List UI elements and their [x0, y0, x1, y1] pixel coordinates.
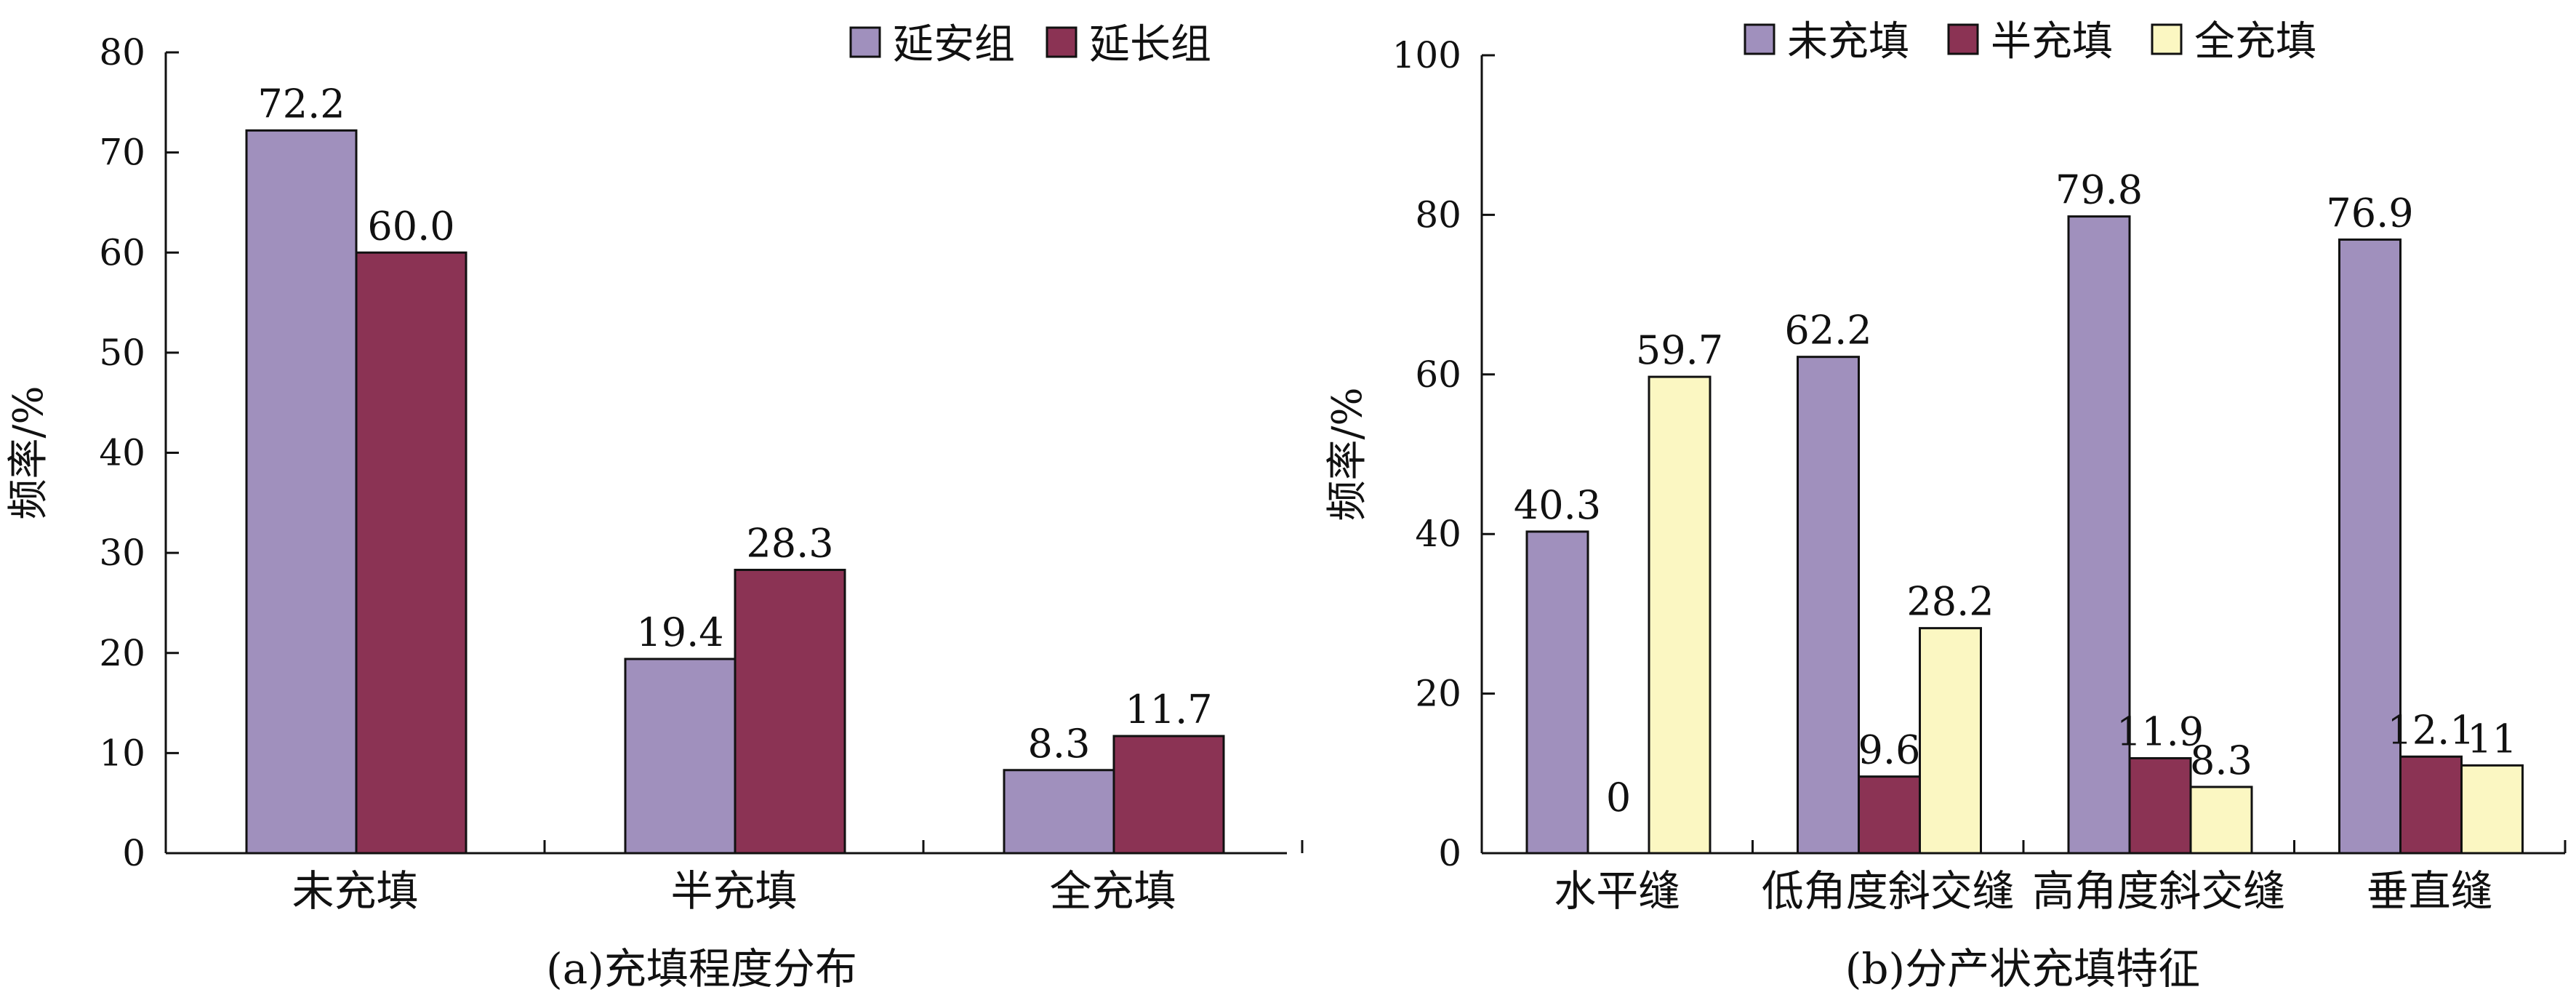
- bar: [1648, 375, 1712, 855]
- y-tick-label: 20: [1415, 673, 1461, 715]
- x-category-label: 低角度斜交缝: [1762, 866, 2015, 916]
- y-tick-label: 20: [99, 632, 145, 674]
- data-label: 28.3: [746, 521, 833, 567]
- y-axis-label: 频率/%: [1324, 387, 1371, 521]
- bar: [1858, 775, 1921, 855]
- data-label: 11: [2467, 716, 2517, 762]
- legend-swatch: [1947, 23, 1979, 55]
- figure-caption: (b)分产状充填特征: [1845, 944, 2200, 994]
- bar: [1112, 735, 1225, 855]
- bar: [1797, 356, 1860, 855]
- x-category-label: 高角度斜交缝: [2032, 866, 2285, 916]
- chart-panel-a: 0 10 20 30 40 50 60 70 80 频率/% 72.2 60.0 未充填 19.4 28.3…: [5, 21, 1304, 994]
- data-label: 76.9: [2326, 190, 2413, 236]
- data-label: 19.4: [636, 610, 723, 655]
- data-label: 8.3: [1028, 721, 1091, 767]
- data-label: 11.7: [1125, 687, 1212, 732]
- data-label: 8.3: [2190, 738, 2252, 783]
- bar: [624, 658, 737, 855]
- bar: [2399, 755, 2463, 855]
- data-label: 79.8: [2055, 167, 2143, 213]
- data-label: 59.7: [1636, 327, 1723, 373]
- legend-swatch: [1046, 26, 1078, 58]
- bar: [245, 129, 358, 855]
- y-axis-label: 频率/%: [5, 385, 52, 519]
- legend-label: 全充填: [2194, 18, 2316, 65]
- bar: [2338, 238, 2402, 855]
- bar: [2460, 764, 2524, 855]
- y-tick-label: 30: [99, 532, 145, 574]
- x-category-label: 未充填: [292, 866, 418, 916]
- legend-label: 未充填: [1787, 18, 1909, 65]
- chart-panel-b: 0 20 40 60 80 100 频率/% 40.3 0 59.7 水平缝 62.2 9.6 28.2 低…: [1324, 18, 2567, 994]
- data-label: 11.9: [2116, 708, 2204, 754]
- y-tick-label: 0: [122, 832, 145, 874]
- data-label: 62.2: [1784, 308, 1871, 353]
- bar: [2189, 786, 2253, 855]
- bar: [1003, 769, 1115, 855]
- x-category-label: 垂直缝: [2367, 866, 2493, 916]
- y-tick-label: 100: [1392, 34, 1461, 76]
- bar: [2128, 756, 2192, 855]
- y-tick-label: 40: [99, 432, 145, 474]
- y-tick-label: 70: [99, 132, 145, 174]
- bar: [1525, 530, 1589, 855]
- legend-label: 半充填: [1991, 18, 2113, 65]
- bar: [734, 569, 846, 855]
- y-tick-label: 40: [1415, 513, 1461, 555]
- y-tick-label: 10: [99, 732, 145, 774]
- x-category-label: 半充填: [670, 866, 797, 916]
- bar: [1919, 627, 1982, 855]
- bar: [355, 251, 468, 855]
- legend-label: 延安组: [893, 21, 1015, 68]
- data-label: 72.2: [257, 81, 345, 127]
- legend-swatch: [849, 26, 881, 58]
- data-label: 60.0: [367, 203, 454, 249]
- y-tick-label: 80: [99, 31, 145, 73]
- x-category-label: 全充填: [1049, 866, 1176, 916]
- x-category-label: 水平缝: [1554, 866, 1680, 916]
- data-label: 0: [1606, 775, 1631, 820]
- legend-swatch: [1744, 23, 1775, 55]
- data-label: 9.6: [1858, 727, 1921, 773]
- figure-caption: (a)充填程度分布: [546, 944, 857, 994]
- y-tick-label: 60: [99, 231, 145, 273]
- legend-swatch: [2151, 23, 2183, 55]
- data-label: 40.3: [1514, 482, 1601, 528]
- bar: [2067, 215, 2131, 855]
- y-tick-label: 0: [1438, 832, 1461, 874]
- y-tick-label: 80: [1415, 193, 1461, 236]
- data-label: 28.2: [1906, 579, 1994, 625]
- y-tick-label: 50: [99, 332, 145, 374]
- legend-label: 延长组: [1089, 21, 1211, 68]
- y-tick-label: 60: [1415, 353, 1461, 396]
- data-label: 12.1: [2387, 707, 2474, 753]
